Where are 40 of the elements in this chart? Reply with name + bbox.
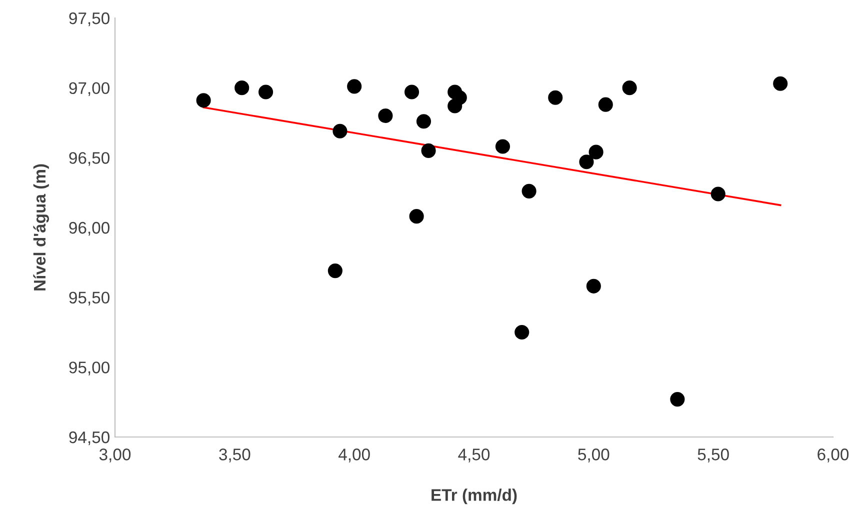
point (514, 324, 530, 340)
point (448, 98, 462, 114)
y-tick-label: 97,00 (69, 82, 110, 96)
point (495, 139, 510, 154)
y-tick-label: 96,00 (69, 222, 110, 236)
point (234, 80, 250, 96)
point (548, 90, 563, 105)
x-tick-label: 5,50 (698, 448, 729, 462)
x-tick-label: 5,00 (578, 448, 610, 462)
point (773, 76, 788, 91)
point (522, 184, 536, 198)
y-tick-label: 97,50 (69, 12, 110, 26)
point (378, 108, 393, 124)
point (328, 264, 342, 278)
point (579, 154, 594, 170)
x-axis-title: ETr (mm/d) (432, 488, 517, 504)
x-tick-label: 6,00 (818, 448, 849, 462)
point (416, 114, 432, 129)
point (670, 392, 685, 407)
y-tick-label: 95,00 (69, 362, 110, 376)
y-axis-title: Nível d'água (m) (33, 164, 49, 290)
y-tick-label: 95,50 (69, 292, 110, 306)
point (586, 278, 601, 294)
x-tick-label: 3,00 (99, 448, 131, 462)
point (332, 124, 348, 138)
point (598, 97, 613, 112)
point (196, 93, 211, 108)
point (409, 209, 424, 224)
point (588, 144, 604, 160)
point (421, 143, 436, 158)
y-tick-label: 96,50 (69, 152, 110, 166)
point (710, 186, 726, 202)
point (258, 84, 274, 100)
y-tick-label: 94,50 (69, 431, 110, 446)
point (347, 79, 362, 94)
x-tick-label: 4,00 (338, 448, 370, 462)
x-tick-label: 3,50 (219, 448, 250, 462)
point (622, 80, 637, 96)
x-tick-label: 4,50 (458, 448, 490, 462)
point (404, 84, 420, 100)
